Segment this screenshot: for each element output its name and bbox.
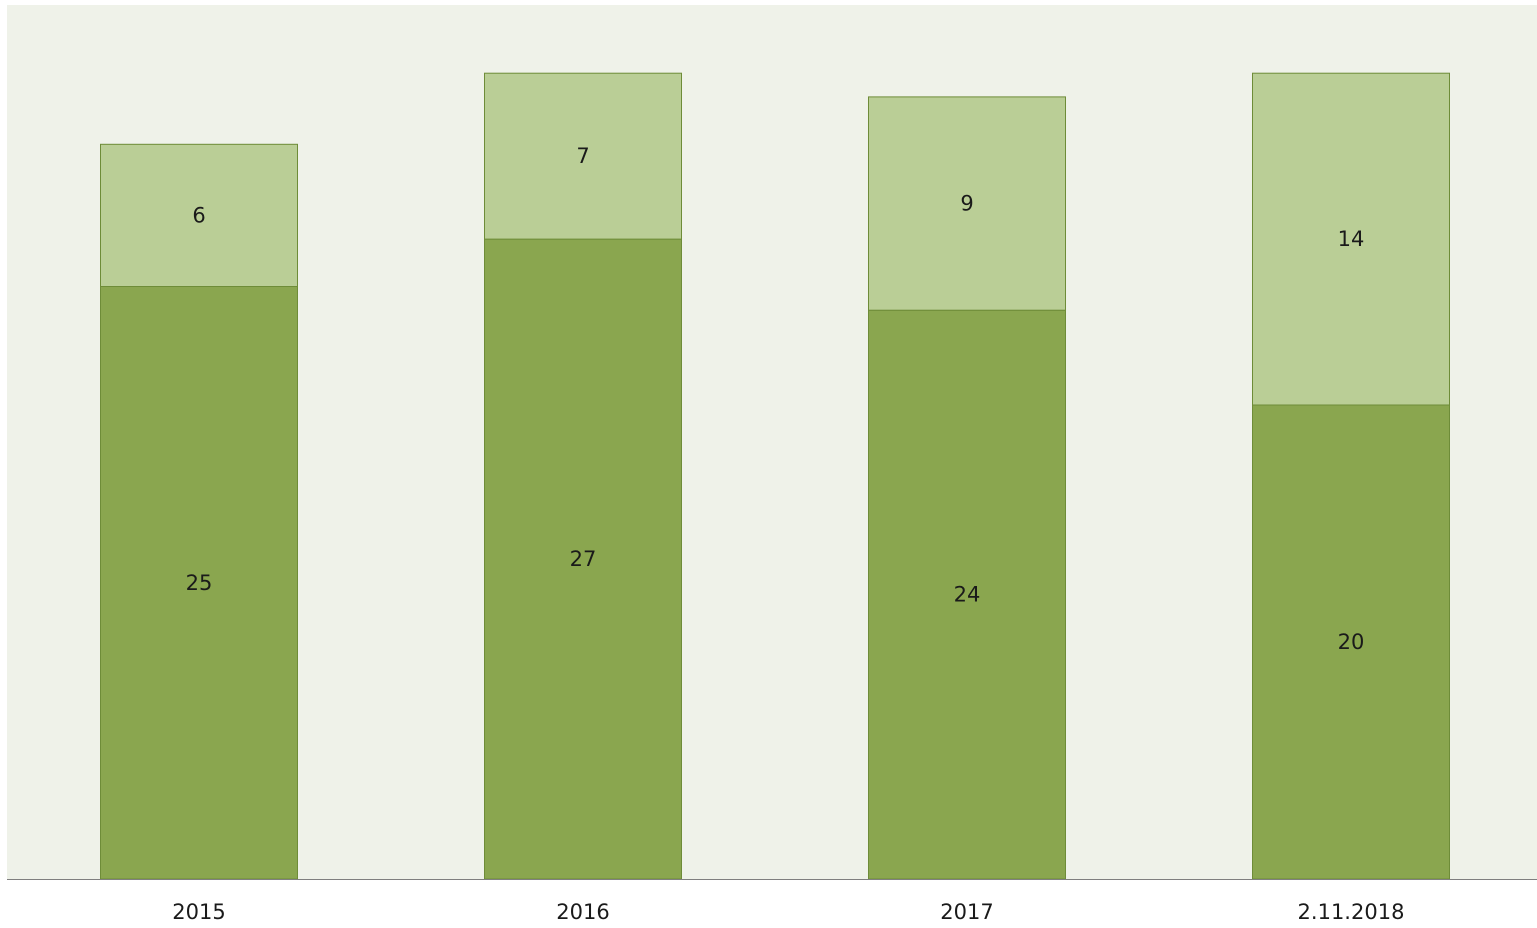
data-label-series2-1: 7 — [576, 144, 589, 168]
bar-segment-series1-0 — [100, 286, 298, 880]
data-labels: 25 6 27 7 24 9 20 14 — [186, 144, 1365, 654]
x-tick-label-2: 2017 — [940, 900, 993, 923]
data-label-series1-3: 20 — [1338, 630, 1365, 654]
x-tick-label-1: 2016 — [556, 900, 609, 923]
x-tick-labels: 2015 2016 2017 2.11.2018 — [172, 900, 1405, 924]
bar-segment-series2-3 — [1252, 72, 1450, 406]
data-label-series2-0: 6 — [192, 203, 205, 227]
bar-segment-series2-0 — [100, 143, 298, 287]
bar-segment-series2-1 — [484, 72, 682, 240]
x-tick-label-3: 2.11.2018 — [1298, 900, 1405, 923]
data-label-series1-1: 27 — [570, 547, 597, 571]
bars-layer — [100, 72, 1450, 880]
x-tick-label-0: 2015 — [172, 900, 225, 923]
data-label-series1-2: 24 — [954, 583, 981, 607]
data-label-series2-3: 14 — [1338, 227, 1365, 251]
data-label-series1-0: 25 — [186, 571, 213, 595]
data-label-series2-2: 9 — [960, 192, 973, 216]
bar-segment-series2-2 — [868, 96, 1066, 311]
bar-segment-series1-1 — [484, 238, 682, 880]
bar-segment-series1-3 — [1252, 404, 1450, 880]
